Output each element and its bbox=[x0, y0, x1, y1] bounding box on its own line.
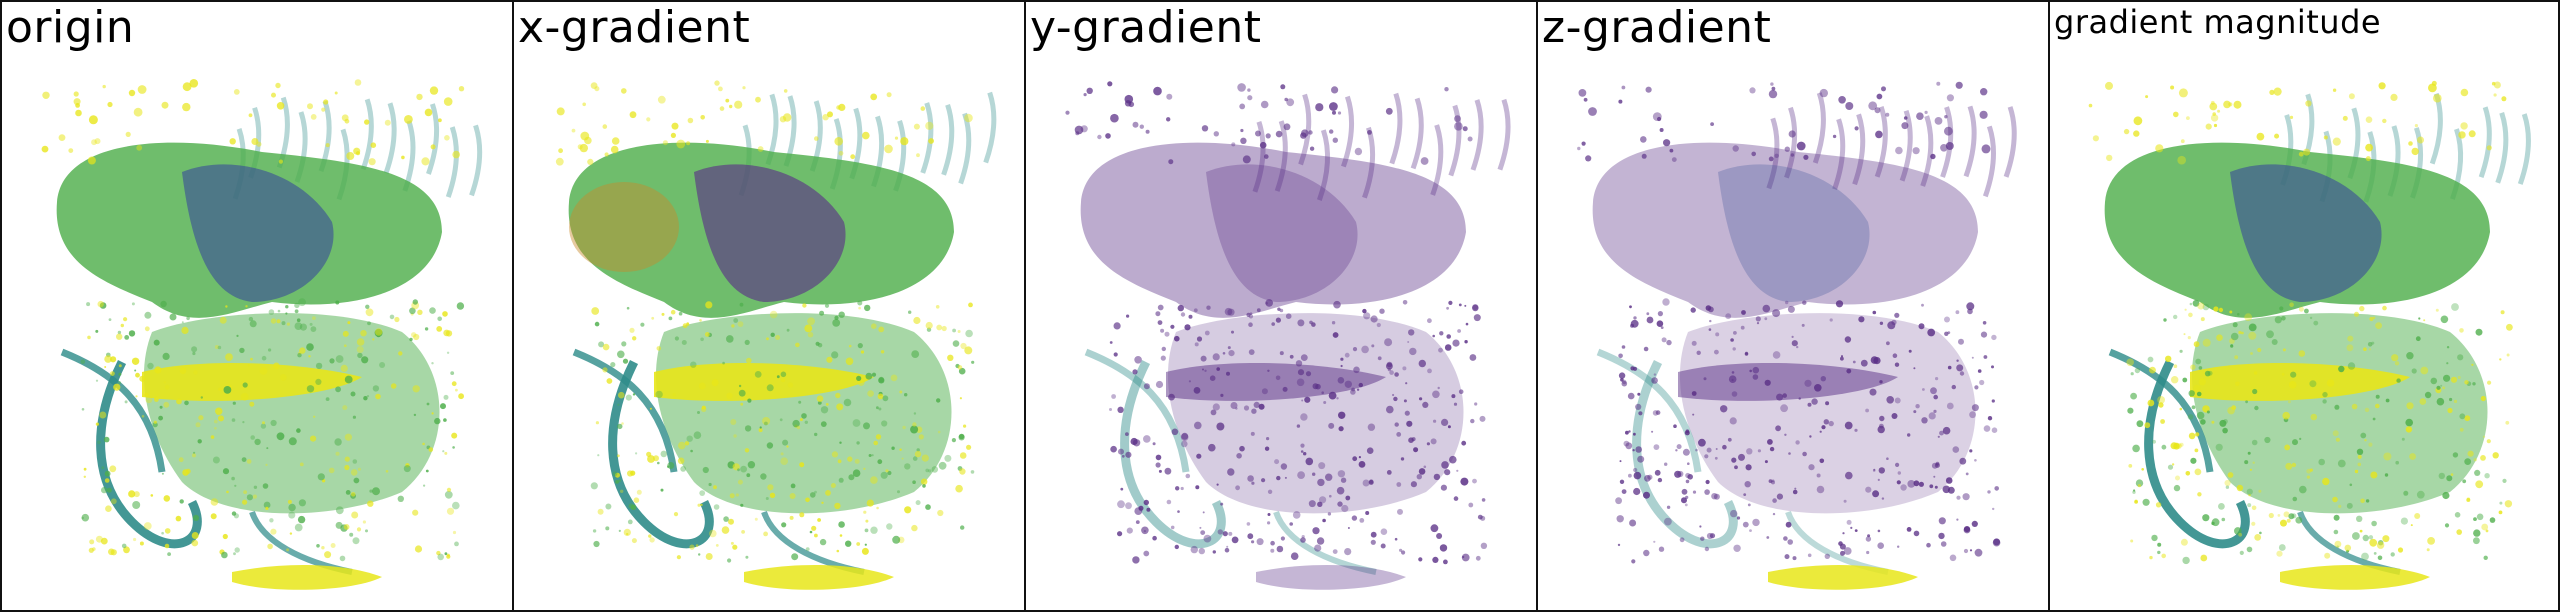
panel-origin: origin bbox=[0, 2, 512, 610]
panel-z-gradient: z-gradient bbox=[1536, 2, 2048, 610]
panel-y-gradient: y-gradient bbox=[1024, 2, 1536, 610]
volume-render-z-gradient bbox=[1577, 81, 2017, 590]
panel-title: origin bbox=[6, 2, 135, 53]
volume-render-y-gradient bbox=[1065, 81, 1511, 590]
panel-title: x-gradient bbox=[518, 2, 751, 53]
panel-title: gradient magnitude bbox=[2054, 3, 2382, 41]
panel-title: y-gradient bbox=[1030, 2, 1262, 53]
panel-x-gradient: x-gradient bbox=[512, 2, 1024, 610]
panel-title: z-gradient bbox=[1542, 2, 1772, 53]
panel-gradient-magnitude: gradient magnitude bbox=[2048, 2, 2560, 610]
volume-render-origin bbox=[41, 79, 483, 590]
volume-render-x-gradient bbox=[555, 80, 997, 590]
volume-render-gradient-magnitude bbox=[2088, 80, 2531, 590]
